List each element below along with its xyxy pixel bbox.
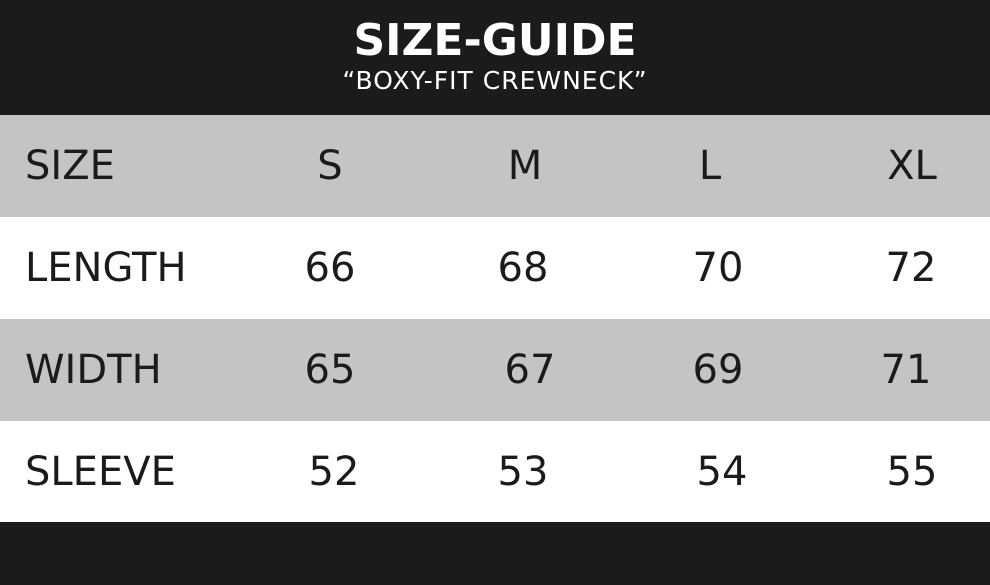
header: SIZE-GUIDE “BOXY-FIT CREWNECK” bbox=[0, 0, 990, 115]
table-cell: 70 bbox=[692, 245, 744, 291]
table-cell: 68 bbox=[497, 245, 549, 291]
table-header-row: SIZE S M L XL bbox=[0, 115, 990, 217]
table-row-width: WIDTH 65 67 69 71 bbox=[0, 319, 990, 421]
table-row-sleeve: SLEEVE 52 53 54 55 bbox=[0, 421, 990, 523]
row-label: SIZE bbox=[25, 143, 115, 189]
table-cell: 54 bbox=[696, 449, 748, 495]
size-l-header: L bbox=[698, 143, 722, 189]
table-cell: 55 bbox=[886, 449, 938, 495]
table-row-length: LENGTH 66 68 70 72 bbox=[0, 217, 990, 319]
table-cell: 65 bbox=[304, 347, 356, 393]
row-label: LENGTH bbox=[25, 245, 187, 291]
size-m-header: M bbox=[507, 143, 543, 189]
footer-band bbox=[0, 522, 990, 585]
page-title: SIZE-GUIDE bbox=[353, 15, 637, 66]
row-label: WIDTH bbox=[25, 347, 162, 393]
table-cell: 71 bbox=[880, 347, 932, 393]
table-cell: 53 bbox=[497, 449, 549, 495]
page-subtitle: “BOXY-FIT CREWNECK” bbox=[342, 66, 648, 95]
table-cell: 72 bbox=[885, 245, 937, 291]
size-xl-header: XL bbox=[887, 143, 937, 189]
table-cell: 67 bbox=[504, 347, 556, 393]
size-s-header: S bbox=[317, 143, 343, 189]
table-cell: 52 bbox=[308, 449, 360, 495]
row-label: SLEEVE bbox=[25, 449, 176, 495]
table-cell: 66 bbox=[304, 245, 356, 291]
table-cell: 69 bbox=[692, 347, 744, 393]
